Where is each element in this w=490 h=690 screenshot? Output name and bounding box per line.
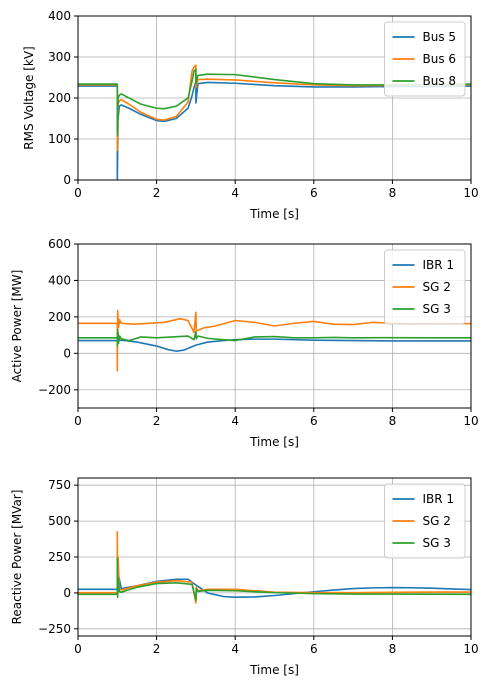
legend-label: IBR 1 (423, 492, 455, 506)
series-line-bus-6 (78, 64, 471, 152)
y-tick-label: 0 (63, 586, 71, 600)
y-tick-label: 400 (48, 9, 71, 23)
y-tick-label: 0 (63, 173, 71, 187)
x-tick-label: 2 (153, 414, 161, 428)
y-tick-label: 250 (48, 550, 71, 564)
legend-label: Bus 6 (423, 52, 457, 66)
y-axis-label: Reactive Power [MVar] (10, 490, 24, 625)
x-tick-label: 4 (231, 642, 239, 656)
series-line-ibr-1 (78, 328, 471, 352)
x-tick-label: 4 (231, 186, 239, 200)
x-tick-label: 4 (231, 414, 239, 428)
x-tick-label: 10 (463, 414, 478, 428)
legend: Bus 5 Bus 6 Bus 8 (384, 21, 466, 97)
y-tick-label: −250 (38, 622, 71, 636)
series-line-sg-3 (78, 328, 471, 347)
x-tick-label: 0 (74, 642, 82, 656)
y-tick-label: 100 (48, 132, 71, 146)
x-tick-label: 10 (463, 642, 478, 656)
x-tick-label: 6 (310, 186, 318, 200)
x-tick-label: 6 (310, 642, 318, 656)
legend-box (384, 21, 466, 97)
y-tick-label: 750 (48, 478, 71, 492)
x-tick-label: 8 (389, 642, 397, 656)
legend-label: SG 2 (423, 514, 451, 528)
legend-box (384, 249, 466, 325)
x-axis-label: Time [s] (249, 207, 299, 221)
x-tick-label: 10 (463, 186, 478, 200)
legend-label: Bus 8 (423, 74, 457, 88)
series-line-bus-8 (78, 68, 471, 136)
y-tick-label: 0 (63, 346, 71, 360)
y-axis-label: Active Power [MW] (10, 270, 24, 383)
x-tick-label: 2 (153, 186, 161, 200)
series-line-sg-2 (78, 309, 471, 372)
legend: IBR 1 SG 2 SG 3 (384, 483, 466, 559)
series-line-bus-5 (78, 80, 471, 180)
y-tick-label: 500 (48, 514, 71, 528)
legend-label: SG 3 (423, 536, 451, 550)
x-tick-label: 0 (74, 414, 82, 428)
y-tick-label: 600 (48, 237, 71, 251)
y-tick-label: −200 (38, 383, 71, 397)
y-tick-label: 300 (48, 50, 71, 64)
axes-frame (77, 243, 472, 409)
legend-label: SG 2 (423, 280, 451, 294)
y-tick-label: 200 (48, 310, 71, 324)
legend-label: SG 3 (423, 302, 451, 316)
series-group (78, 309, 471, 372)
x-tick-label: 0 (74, 186, 82, 200)
legend: IBR 1 SG 2 SG 3 (384, 249, 466, 325)
y-tick-label: 200 (48, 91, 71, 105)
x-axis-label: Time [s] (249, 435, 299, 449)
y-tick-label: 400 (48, 273, 71, 287)
legend-box (384, 483, 466, 559)
legend-label: IBR 1 (423, 258, 455, 272)
legend-label: Bus 5 (423, 30, 457, 44)
x-axis-label: Time [s] (249, 663, 299, 677)
series-group (78, 64, 471, 180)
y-axis-label: RMS Voltage [kV] (22, 46, 36, 149)
x-tick-label: 8 (389, 186, 397, 200)
x-tick-label: 6 (310, 414, 318, 428)
series-group (78, 531, 471, 604)
series-line-sg-3 (78, 557, 471, 601)
x-tick-label: 8 (389, 414, 397, 428)
x-tick-label: 2 (153, 642, 161, 656)
chart-panel-2: 0 2 4 6 8 10 −200 0 200 400 600 Time [s] Active Powe… (10, 237, 479, 449)
